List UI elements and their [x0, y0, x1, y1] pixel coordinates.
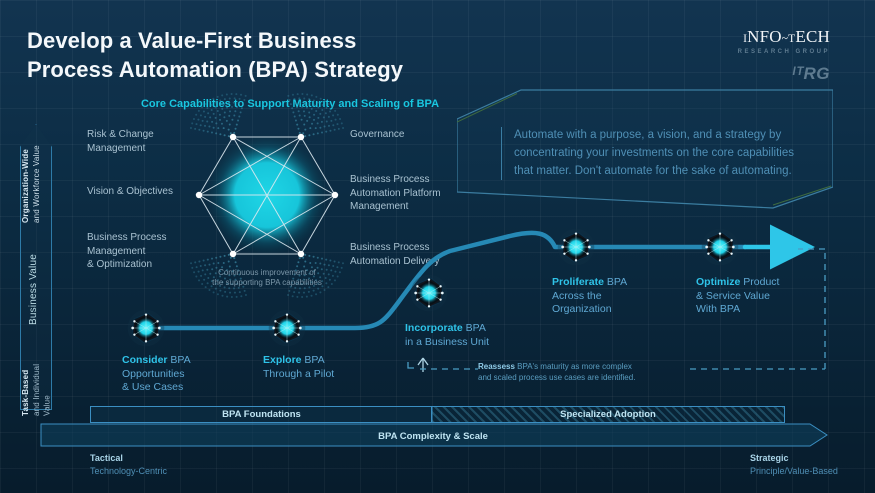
svg-text:BPA Complexity & Scale: BPA Complexity & Scale — [378, 431, 488, 442]
